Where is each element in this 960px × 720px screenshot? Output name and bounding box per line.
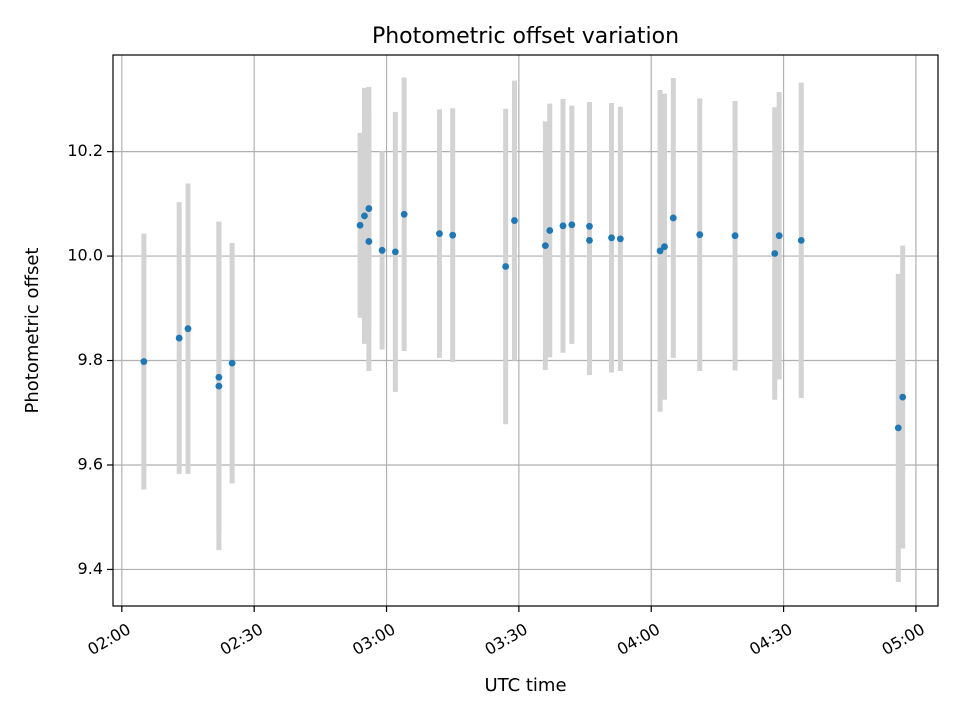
errorbar-layer (141, 77, 906, 582)
data-point (449, 231, 457, 239)
data-point (616, 235, 624, 243)
data-point (894, 424, 902, 432)
x-axis-label: UTC time (484, 675, 566, 696)
y-tick-label: 9.4 (78, 559, 103, 578)
x-tick-label: 03:00 (349, 619, 398, 659)
data-point (215, 382, 223, 390)
x-tick-label: 03:30 (481, 619, 530, 659)
data-point (669, 214, 677, 222)
y-tick-label: 10.0 (67, 246, 103, 265)
data-point (775, 232, 783, 240)
x-tick-label: 02:30 (217, 619, 266, 659)
data-point (731, 232, 739, 240)
data-point (356, 221, 364, 229)
data-point (365, 205, 373, 212)
data-point (400, 210, 408, 218)
data-point (361, 212, 368, 220)
data-point (365, 238, 373, 245)
data-point (608, 234, 615, 242)
data-point (511, 217, 518, 224)
data-point (378, 246, 386, 254)
data-point (661, 243, 668, 251)
data-point (559, 222, 567, 230)
grid-layer (113, 55, 938, 606)
x-tick-label: 05:00 (879, 619, 928, 659)
data-point (541, 242, 549, 250)
data-point (175, 334, 183, 342)
data-point (140, 358, 148, 365)
data-point (899, 393, 907, 401)
x-tick-label: 04:30 (746, 619, 795, 659)
y-tick-label: 9.8 (78, 350, 103, 369)
x-tick-label: 04:00 (614, 619, 663, 659)
data-point (586, 237, 593, 244)
data-point (502, 263, 510, 270)
data-point (215, 373, 223, 381)
point-layer (140, 205, 907, 432)
data-point (391, 248, 399, 256)
plot-frame (112, 54, 939, 607)
y-axis-label: Photometric offset (22, 248, 43, 414)
data-point (696, 231, 704, 239)
data-point (771, 250, 779, 257)
data-point (546, 227, 554, 234)
data-point (228, 359, 236, 367)
data-point (436, 230, 443, 238)
y-tick-label: 9.6 (78, 454, 103, 473)
data-point (184, 325, 192, 333)
y-tick-label: 10.2 (67, 141, 103, 160)
data-point (586, 222, 593, 230)
data-point (656, 247, 664, 255)
x-tick-label: 02:00 (84, 619, 133, 659)
chart-title: Photometric offset variation (372, 24, 679, 49)
data-point (797, 237, 805, 244)
data-point (568, 221, 576, 229)
